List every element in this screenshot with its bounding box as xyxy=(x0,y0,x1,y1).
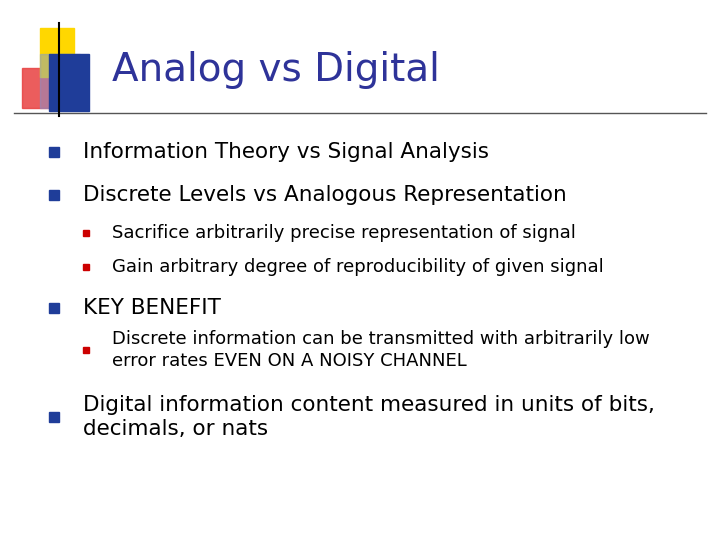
Text: Gain arbitrary degree of reproducibility of given signal: Gain arbitrary degree of reproducibility… xyxy=(112,258,603,276)
Bar xyxy=(40,28,74,77)
Text: KEY BENEFIT: KEY BENEFIT xyxy=(83,298,220,318)
Bar xyxy=(40,54,80,108)
Text: Sacrifice arbitrarily precise representation of signal: Sacrifice arbitrarily precise representa… xyxy=(112,224,575,242)
Text: Digital information content measured in units of bits,
decimals, or nats: Digital information content measured in … xyxy=(83,395,654,439)
Text: Information Theory vs Signal Analysis: Information Theory vs Signal Analysis xyxy=(83,142,489,163)
Text: Analog vs Digital: Analog vs Digital xyxy=(112,51,439,89)
Text: Discrete Levels vs Analogous Representation: Discrete Levels vs Analogous Representat… xyxy=(83,185,567,206)
Text: Discrete information can be transmitted with arbitrarily low
error rates EVEN ON: Discrete information can be transmitted … xyxy=(112,330,649,370)
Bar xyxy=(22,68,58,108)
Bar xyxy=(49,54,89,111)
